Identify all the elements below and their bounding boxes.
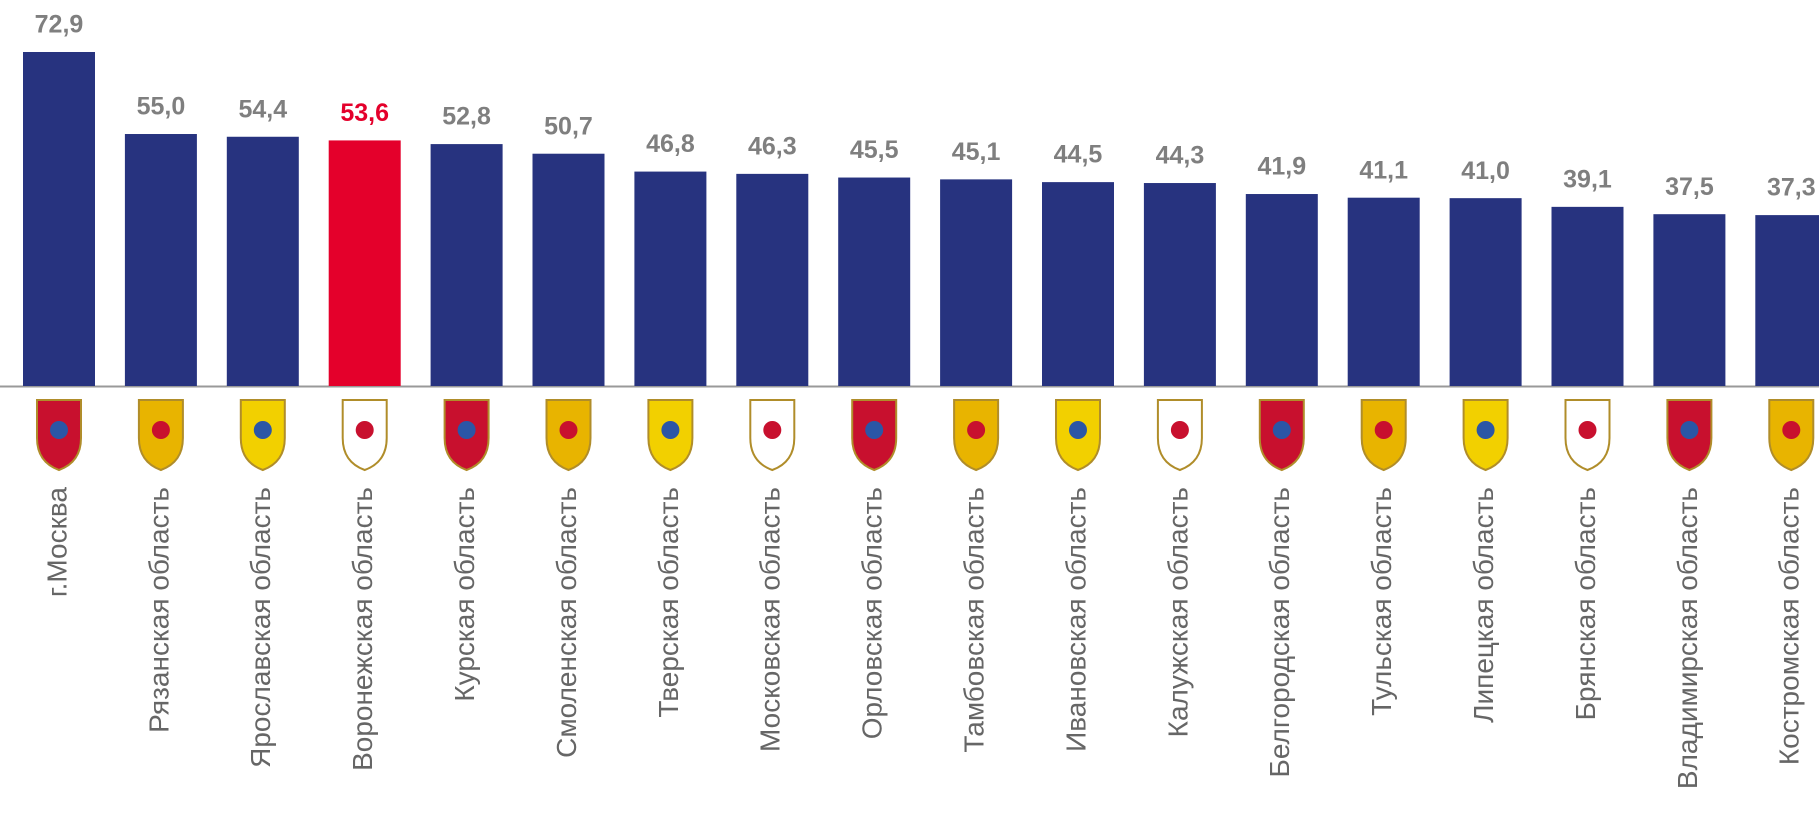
category-label: Ивановская область (1060, 487, 1091, 752)
bar (736, 173, 809, 386)
coat-of-arms-detail (967, 421, 986, 439)
coat-of-arms-detail (355, 421, 374, 439)
value-label: 37,5 (1665, 173, 1714, 201)
category-label: Курская область (449, 487, 480, 702)
value-label: 54,4 (238, 95, 287, 123)
coat-of-arms-detail (661, 421, 680, 439)
category-label: Смоленская область (551, 487, 582, 758)
coat-of-arms-detail (1782, 421, 1801, 439)
coat-of-arms-detail (151, 421, 170, 439)
category-label: Московская область (755, 487, 786, 752)
category-label: Белгородская область (1264, 487, 1295, 777)
coat-of-arms-detail (1374, 421, 1393, 439)
bar (1653, 214, 1726, 386)
category-label: Тульская область (1366, 487, 1397, 716)
bar (1551, 206, 1624, 386)
category-label: Брянская область (1570, 487, 1601, 720)
bar (1347, 197, 1420, 386)
bar (634, 171, 707, 386)
bar (23, 52, 95, 386)
coat-of-arms-detail (1272, 421, 1291, 439)
value-label: 72,9 (35, 11, 84, 39)
value-label: 44,5 (1054, 141, 1103, 169)
coat-of-arms-detail (457, 421, 476, 439)
coat-of-arms-detail (50, 421, 68, 439)
coat-of-arms-detail (253, 421, 272, 439)
coat-of-arms-detail (1170, 421, 1189, 439)
bar (1245, 194, 1318, 386)
coat-of-arms-detail (763, 421, 782, 439)
bar (1042, 182, 1114, 386)
category-label: Липецкая область (1468, 487, 1499, 723)
value-label: 45,5 (850, 136, 899, 164)
value-label: 55,0 (137, 93, 186, 121)
value-label: 41,0 (1461, 157, 1510, 185)
coat-of-arms-detail (865, 421, 884, 439)
bar (838, 177, 911, 386)
category-label: Орловская область (857, 487, 888, 739)
value-label: 50,7 (544, 112, 593, 140)
value-label: 39,1 (1563, 165, 1612, 193)
coat-of-arms-detail (1476, 421, 1495, 439)
value-label: 46,8 (646, 130, 695, 158)
value-label: 41,9 (1257, 153, 1306, 181)
value-label: 44,3 (1156, 142, 1205, 170)
coat-of-arms-detail (1578, 421, 1597, 439)
bar (1143, 183, 1216, 386)
category-label: Тверская область (653, 487, 684, 718)
coat-of-arms-detail (1680, 421, 1699, 439)
value-label: 41,1 (1359, 156, 1408, 184)
category-label: Рязанская область (143, 487, 174, 733)
coat-of-arms-detail (559, 421, 578, 439)
value-label: 45,1 (952, 138, 1001, 166)
category-label: г.Москва (41, 487, 72, 598)
bar (430, 144, 503, 386)
category-label: Калужская область (1162, 487, 1193, 737)
category-label: Костромская область (1774, 487, 1805, 765)
coat-of-arms-detail (1069, 421, 1087, 439)
value-label: 52,8 (442, 103, 491, 131)
bar (532, 153, 605, 386)
category-label: Тамбовская область (958, 487, 989, 753)
value-label: 53,6 (340, 99, 389, 127)
bar (226, 136, 299, 386)
value-label: 37,3 (1767, 174, 1816, 202)
value-label: 46,3 (748, 132, 797, 160)
category-label: Владимирская область (1672, 487, 1703, 789)
category-label: Ярославская область (245, 487, 276, 768)
bar (940, 179, 1013, 386)
bar (1755, 215, 1819, 386)
bar (328, 140, 401, 386)
bar (124, 134, 197, 386)
category-label: Воронежская область (347, 487, 378, 771)
bar (1449, 198, 1522, 386)
